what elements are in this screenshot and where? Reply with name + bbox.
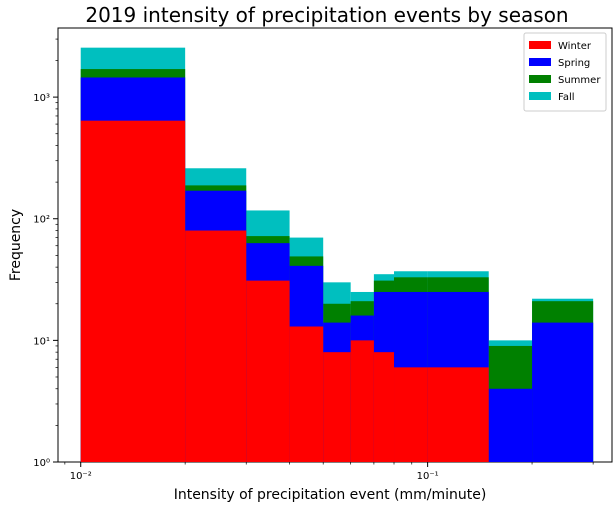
legend-swatch-summer	[529, 75, 551, 83]
legend: Winter Spring Summer Fall	[523, 32, 607, 112]
y-tick-label-1: 10¹	[33, 336, 50, 347]
bars-group	[80, 47, 594, 463]
bar-winter-1	[185, 230, 247, 462]
bar-winter-0	[80, 120, 186, 463]
legend-swatch-winter	[529, 41, 551, 49]
legend-label-spring: Spring	[558, 58, 590, 69]
legend-swatch-spring	[529, 58, 551, 66]
legend-label-fall: Fall	[558, 92, 575, 103]
bar-winter-8	[427, 367, 489, 462]
bar-winter-5	[350, 340, 374, 462]
bar-winter-4	[323, 352, 351, 462]
bar-winter-2	[246, 280, 290, 462]
y-tick-label-2: 10²	[33, 215, 50, 226]
y-axis-label: Frequency	[8, 209, 24, 281]
bar-winter-7	[394, 367, 428, 462]
bar-spring-10	[532, 322, 594, 462]
y-tick-label-3: 10³	[33, 93, 50, 104]
x-axis-label: Intensity of precipitation event (mm/min…	[174, 487, 487, 503]
chart-title: 2019 intensity of precipitation events b…	[85, 3, 568, 27]
legend-label-winter: Winter	[558, 41, 592, 52]
plot-area: 10⁰ 10¹ 10² 10³ 10⁻² 10⁻¹	[33, 27, 613, 482]
x-tick-label-0: 10⁻²	[70, 471, 92, 482]
legend-label-summer: Summer	[558, 75, 601, 86]
y-tick-label-0: 10⁰	[33, 458, 50, 469]
axes-group: 10⁰ 10¹ 10² 10³ 10⁻² 10⁻¹	[33, 38, 594, 482]
bar-winter-6	[373, 352, 395, 462]
legend-frame	[523, 32, 607, 112]
bar-winter-3	[289, 326, 324, 462]
x-tick-label-1: 10⁻¹	[417, 471, 439, 482]
bar-spring-9	[488, 388, 533, 462]
legend-swatch-fall	[529, 92, 551, 100]
